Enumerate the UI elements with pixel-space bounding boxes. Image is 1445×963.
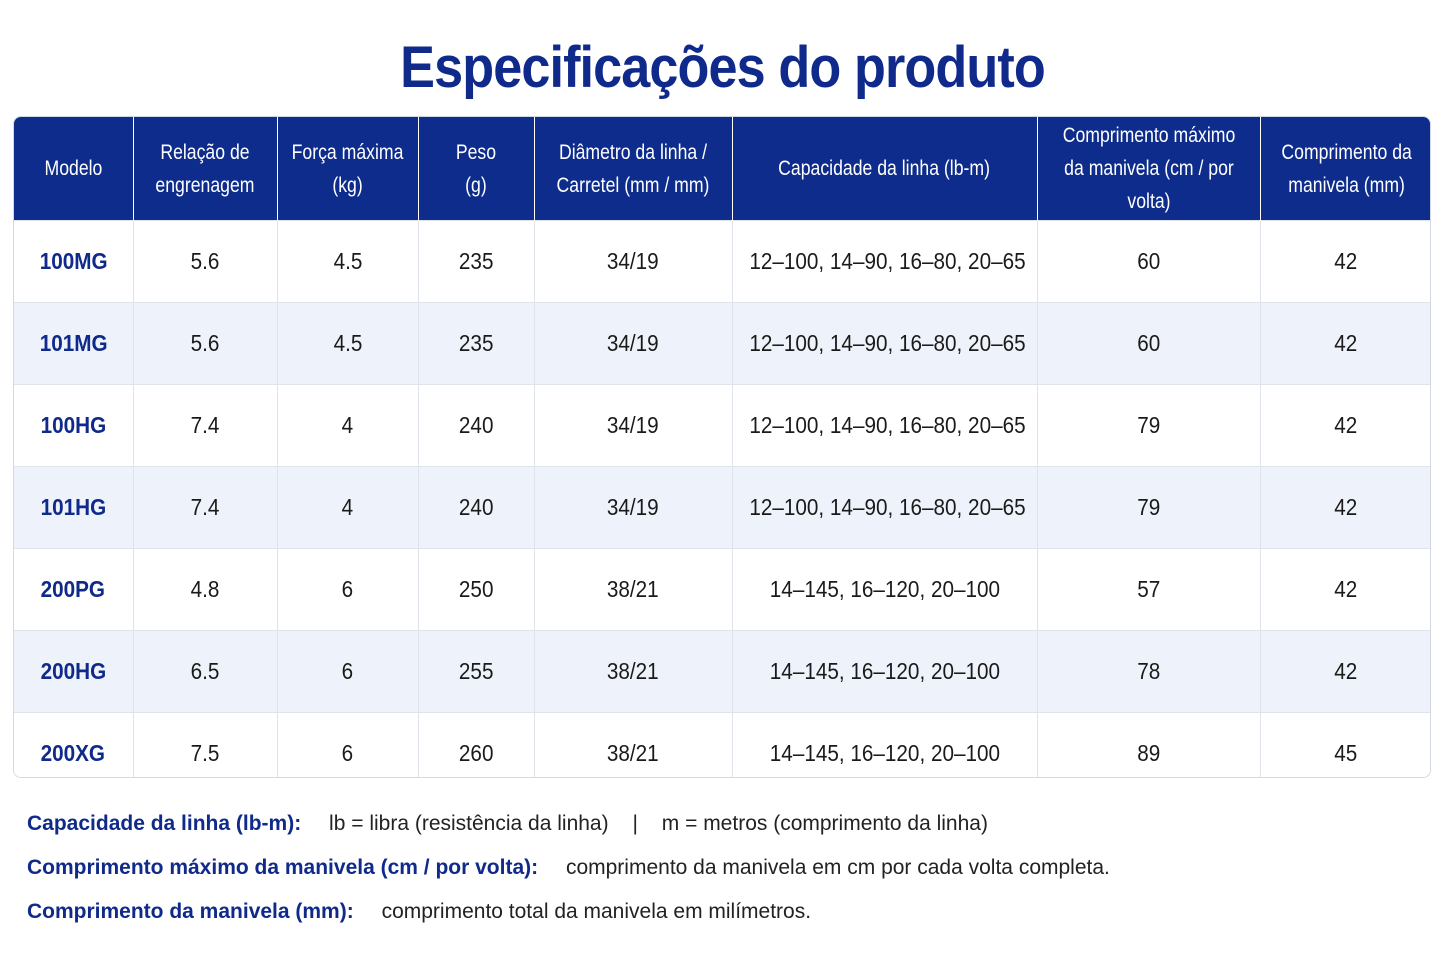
note-handle-length: Comprimento da manivela (mm): compriment…: [27, 890, 1427, 934]
cell-line-diameter: 38/21: [534, 548, 733, 631]
note-text: comprimento da manivela em cm por cada v…: [565, 856, 1110, 879]
cell-max-handle-length: 60: [1037, 220, 1261, 303]
table-row: 200PG 4.8 6 250 38/21 14–145, 16–120, 20…: [14, 548, 1430, 631]
header-model: Modelo: [14, 117, 134, 221]
table-row: 101HG 7.4 4 240 34/19 12–100, 14–90, 16–…: [14, 466, 1430, 549]
cell-max-drag: 4: [277, 466, 419, 549]
spec-table: Modelo Relação de engrenagem Força máxim…: [14, 117, 1430, 777]
note-text: comprimento total da manivela em milímet…: [381, 900, 812, 923]
cell-model: 200HG: [14, 630, 134, 713]
cell-max-drag: 4.5: [277, 302, 419, 385]
cell-gear-ratio: 7.4: [133, 384, 278, 467]
table-row: 101MG 5.6 4.5 235 34/19 12–100, 14–90, 1…: [14, 302, 1430, 385]
cell-max-drag: 4: [277, 384, 419, 467]
table-row: 100MG 5.6 4.5 235 34/19 12–100, 14–90, 1…: [14, 220, 1430, 303]
cell-line-diameter: 34/19: [534, 384, 733, 467]
note-label: Comprimento máximo da manivela (cm / por…: [27, 856, 539, 879]
cell-line-diameter: 34/19: [534, 302, 733, 385]
cell-max-handle-length: 79: [1037, 466, 1261, 549]
cell-max-handle-length: 78: [1037, 630, 1261, 713]
cell-max-handle-length: 79: [1037, 384, 1261, 467]
cell-max-handle-length: 57: [1037, 548, 1261, 631]
cell-weight: 260: [418, 712, 535, 777]
table-header-row: Modelo Relação de engrenagem Força máxim…: [14, 117, 1430, 221]
cell-handle-length: 42: [1260, 548, 1430, 631]
cell-weight: 250: [418, 548, 535, 631]
cell-gear-ratio: 5.6: [133, 220, 278, 303]
table-row: 200XG 7.5 6 260 38/21 14–145, 16–120, 20…: [14, 712, 1430, 777]
header-handle-length: Comprimento da manivela (mm): [1260, 117, 1430, 221]
cell-max-drag: 6: [277, 630, 419, 713]
cell-handle-length: 42: [1260, 466, 1430, 549]
page-title: Especificações do produto: [400, 35, 1046, 100]
cell-weight: 235: [418, 220, 535, 303]
cell-line-capacity: 12–100, 14–90, 16–80, 20–65: [732, 384, 1038, 467]
cell-line-capacity: 12–100, 14–90, 16–80, 20–65: [732, 302, 1038, 385]
cell-weight: 235: [418, 302, 535, 385]
cell-max-handle-length: 89: [1037, 712, 1261, 777]
footnotes: Capacidade da linha (lb-m): lb = libra (…: [27, 802, 1427, 934]
cell-line-capacity: 14–145, 16–120, 20–100: [732, 712, 1038, 777]
cell-max-handle-length: 60: [1037, 302, 1261, 385]
cell-gear-ratio: 7.4: [133, 466, 278, 549]
cell-line-diameter: 38/21: [534, 630, 733, 713]
note-max-handle-length: Comprimento máximo da manivela (cm / por…: [27, 846, 1427, 890]
cell-max-drag: 6: [277, 712, 419, 777]
cell-handle-length: 42: [1260, 630, 1430, 713]
cell-model: 200PG: [14, 548, 134, 631]
cell-line-diameter: 34/19: [534, 466, 733, 549]
note-line-capacity: Capacidade da linha (lb-m): lb = libra (…: [27, 802, 1427, 846]
cell-line-diameter: 38/21: [534, 712, 733, 777]
cell-max-drag: 4.5: [277, 220, 419, 303]
table-row: 100HG 7.4 4 240 34/19 12–100, 14–90, 16–…: [14, 384, 1430, 467]
cell-gear-ratio: 4.8: [133, 548, 278, 631]
note-text: m = metros (comprimento da linha): [661, 812, 988, 835]
cell-weight: 240: [418, 384, 535, 467]
note-separator: |: [632, 812, 638, 835]
cell-model: 101HG: [14, 466, 134, 549]
cell-handle-length: 42: [1260, 384, 1430, 467]
header-weight: Peso (g): [418, 117, 535, 221]
cell-line-capacity: 12–100, 14–90, 16–80, 20–65: [732, 220, 1038, 303]
cell-line-capacity: 12–100, 14–90, 16–80, 20–65: [732, 466, 1038, 549]
cell-model: 101MG: [14, 302, 134, 385]
header-line-capacity: Capacidade da linha (lb-m): [732, 117, 1038, 221]
cell-line-capacity: 14–145, 16–120, 20–100: [732, 630, 1038, 713]
cell-gear-ratio: 7.5: [133, 712, 278, 777]
cell-weight: 255: [418, 630, 535, 713]
cell-gear-ratio: 6.5: [133, 630, 278, 713]
spec-table-container: Modelo Relação de engrenagem Força máxim…: [13, 116, 1431, 778]
cell-model: 200XG: [14, 712, 134, 777]
cell-model: 100MG: [14, 220, 134, 303]
note-label: Capacidade da linha (lb-m):: [27, 812, 302, 835]
cell-model: 100HG: [14, 384, 134, 467]
note-text: lb = libra (resistência da linha): [329, 812, 609, 835]
cell-handle-length: 42: [1260, 220, 1430, 303]
cell-line-capacity: 14–145, 16–120, 20–100: [732, 548, 1038, 631]
cell-handle-length: 42: [1260, 302, 1430, 385]
header-max-drag: Força máxima (kg): [277, 117, 419, 221]
header-line-diameter: Diâmetro da linha / Carretel (mm / mm): [534, 117, 733, 221]
cell-max-drag: 6: [277, 548, 419, 631]
cell-gear-ratio: 5.6: [133, 302, 278, 385]
header-gear-ratio: Relação de engrenagem: [133, 117, 278, 221]
note-label: Comprimento da manivela (mm):: [27, 900, 354, 923]
cell-handle-length: 45: [1260, 712, 1430, 777]
header-max-handle-length: Comprimento máximo da manivela (cm / por…: [1037, 117, 1261, 221]
cell-weight: 240: [418, 466, 535, 549]
table-row: 200HG 6.5 6 255 38/21 14–145, 16–120, 20…: [14, 630, 1430, 713]
cell-line-diameter: 34/19: [534, 220, 733, 303]
